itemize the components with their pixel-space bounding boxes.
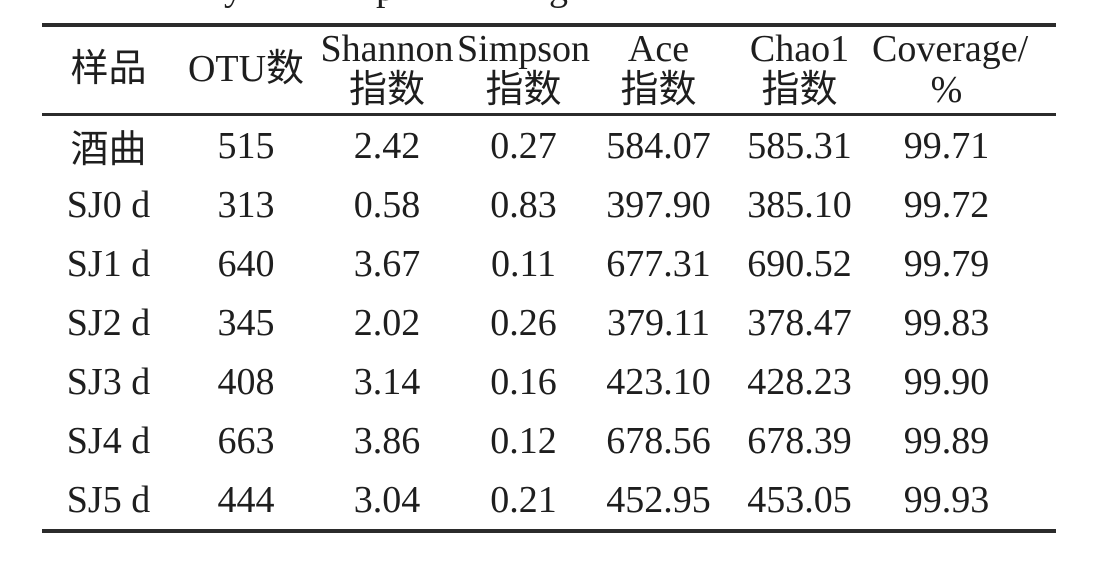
alpha-diversity-table: 样品 OTU数 Shannon 指数 Simpson 指数 Ace 指数 Cha… — [42, 23, 1056, 533]
row-label: SJ4 d — [66, 419, 151, 462]
table-row: SJ0 d 313 0.58 0.83 397.90 385.10 99.72 — [42, 175, 1056, 234]
clipped-caption: y p g — [0, 0, 1108, 10]
table-cell: 0.58 — [353, 183, 421, 226]
table-cell: 3.14 — [353, 360, 421, 403]
table-cell: 584.07 — [606, 124, 711, 167]
table-cell: 99.72 — [903, 183, 990, 226]
header-row: 样品 OTU数 Shannon 指数 Simpson 指数 Ace 指数 Cha… — [42, 25, 1056, 116]
table-row: SJ2 d 345 2.02 0.26 379.11 378.47 99.83 — [42, 293, 1056, 352]
table-cell: 3.86 — [353, 419, 421, 462]
table-body: 酒曲 515 2.42 0.27 584.07 585.31 99.71 SJ0 d 313 0.… — [42, 115, 1056, 532]
table-cell: 345 — [217, 301, 275, 344]
table-row: 酒曲 515 2.42 0.27 584.07 585.31 99.71 — [42, 115, 1056, 176]
table-cell: 99.83 — [903, 301, 990, 344]
table-cell: 0.27 — [490, 124, 557, 167]
table-cell: 678.56 — [606, 419, 711, 462]
table-cell: 99.89 — [903, 419, 990, 462]
table-cell: 677.31 — [606, 242, 711, 285]
table-cell: 0.21 — [490, 478, 557, 521]
row-label: 酒曲 — [70, 129, 147, 171]
row-label: SJ2 d — [66, 301, 151, 344]
table-cell: 408 — [217, 360, 275, 403]
col-header-chao1: Chao1 指数 — [727, 25, 872, 116]
table-cell: 453.05 — [747, 478, 852, 521]
table-cell: 378.47 — [747, 301, 852, 344]
table-row: SJ3 d 408 3.14 0.16 423.10 428.23 99.90 — [42, 352, 1056, 411]
table-cell: 515 — [217, 124, 275, 167]
table-row: SJ5 d 444 3.04 0.21 452.95 453.05 99.93 — [42, 470, 1056, 531]
table-cell: 2.42 — [353, 124, 421, 167]
table-cell: 313 — [217, 183, 275, 226]
table-cell: 690.52 — [747, 242, 852, 285]
table-row: SJ1 d 640 3.67 0.11 677.31 690.52 99.79 — [42, 234, 1056, 293]
table-cell: 99.93 — [903, 478, 990, 521]
caption-descender-fragment: g — [549, 0, 568, 7]
table-cell: 0.12 — [490, 419, 557, 462]
col-header-otu: OTU数 — [175, 25, 317, 116]
col-header-sample: 样品 — [42, 25, 175, 116]
table-cell: 385.10 — [747, 183, 852, 226]
col-header-coverage: Coverage/ % — [872, 25, 1056, 116]
table-cell: 640 — [217, 242, 275, 285]
table-cell: 423.10 — [606, 360, 711, 403]
table-cell: 585.31 — [747, 124, 852, 167]
table-cell: 99.79 — [903, 242, 990, 285]
table-row: SJ4 d 663 3.86 0.12 678.56 678.39 99.89 — [42, 411, 1056, 470]
table-cell: 99.71 — [903, 124, 990, 167]
table-cell: 379.11 — [606, 301, 711, 344]
table-cell: 397.90 — [606, 183, 711, 226]
table-cell: 0.16 — [490, 360, 557, 403]
row-label: SJ3 d — [66, 360, 151, 403]
table-cell: 0.11 — [490, 242, 557, 285]
row-label: SJ0 d — [66, 183, 151, 226]
row-label: SJ1 d — [66, 242, 151, 285]
table-cell: 99.90 — [903, 360, 990, 403]
table-cell: 0.83 — [490, 183, 557, 226]
table-cell: 3.04 — [353, 478, 421, 521]
table-cell: 0.26 — [490, 301, 557, 344]
table-cell: 2.02 — [353, 301, 421, 344]
col-header-simpson: Simpson 指数 — [457, 25, 590, 116]
caption-descender-fragment: y — [224, 0, 243, 7]
caption-descender-fragment: p — [376, 0, 395, 7]
table-cell: 452.95 — [606, 478, 711, 521]
col-header-shannon: Shannon 指数 — [317, 25, 457, 116]
table-cell: 444 — [217, 478, 275, 521]
table-cell: 678.39 — [747, 419, 852, 462]
row-label: SJ5 d — [66, 478, 151, 521]
table-header: 样品 OTU数 Shannon 指数 Simpson 指数 Ace 指数 Cha… — [42, 25, 1056, 116]
col-header-ace: Ace 指数 — [590, 25, 727, 116]
table-cell: 663 — [217, 419, 275, 462]
table-cell: 428.23 — [747, 360, 852, 403]
table-cell: 3.67 — [353, 242, 421, 285]
